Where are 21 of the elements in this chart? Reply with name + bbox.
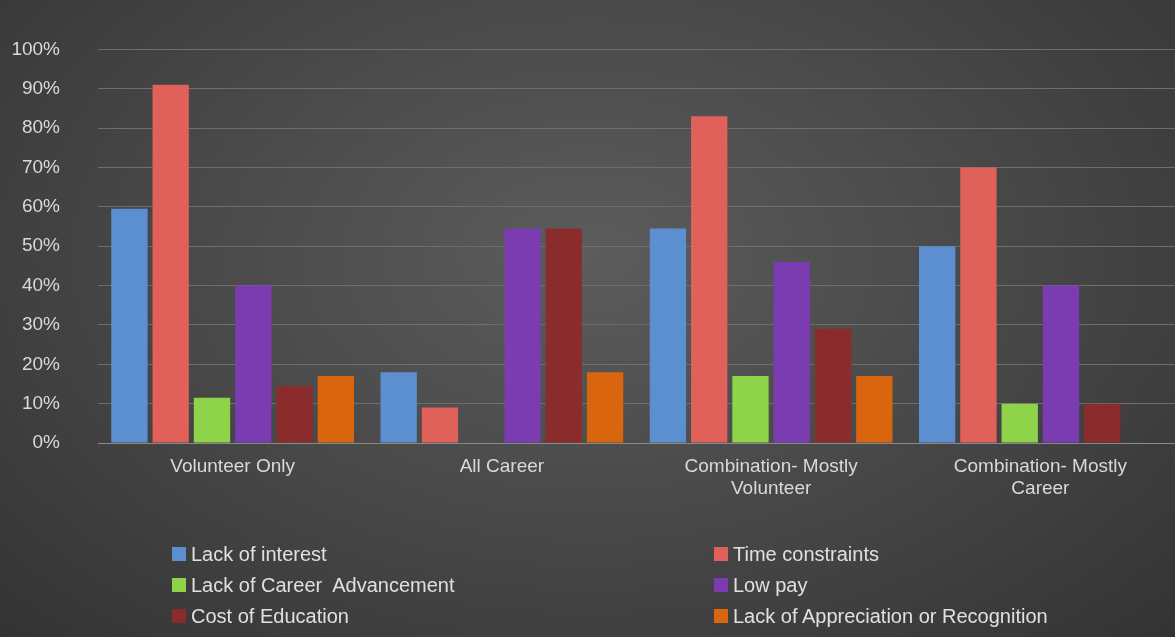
y-tick-label: 30% — [21, 313, 61, 335]
y-tick-label: 80% — [21, 116, 61, 138]
y-tick-label: 70% — [21, 155, 61, 177]
x-tick-label: All Career — [459, 454, 545, 476]
y-tick-label: 20% — [21, 352, 61, 374]
x-tick-label: Combination- Mostly Volunteer — [684, 454, 859, 499]
y-tick-label: 10% — [21, 391, 61, 413]
y-tick-label: 60% — [21, 195, 61, 217]
y-tick-label: 90% — [21, 76, 61, 98]
legend-label: Cost of Education — [191, 604, 349, 628]
y-tick-label: 50% — [21, 234, 61, 256]
legend-label: Lack of interest — [191, 542, 327, 566]
legend-label: Low pay — [733, 573, 808, 597]
legend-label: Time constraints — [733, 542, 879, 566]
x-tick-label: Combination- Mostly Career — [953, 454, 1128, 499]
y-tick-label: 40% — [21, 273, 61, 295]
legend-label: Lack of Appreciation or Recognition — [733, 604, 1048, 628]
x-tick-label: Volunteer Only — [170, 454, 296, 476]
legend-label: Lack of Career Advancement — [191, 573, 455, 597]
y-tick-label: 0% — [32, 431, 61, 453]
y-tick-label: 100% — [11, 37, 61, 59]
